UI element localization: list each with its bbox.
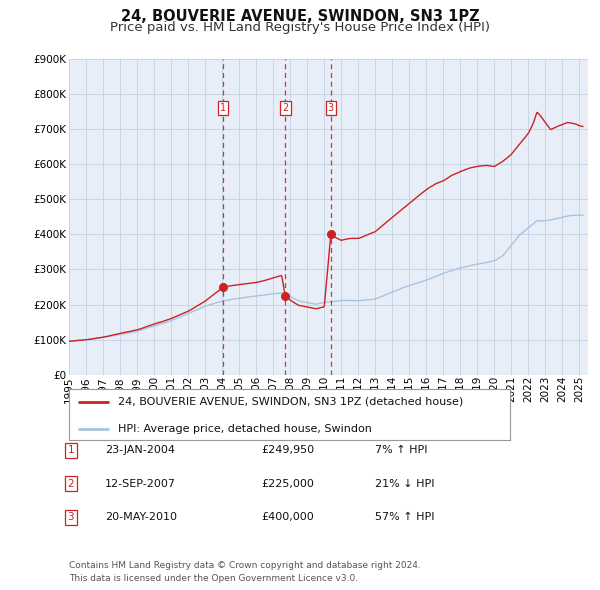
Text: 57% ↑ HPI: 57% ↑ HPI — [375, 513, 434, 522]
Text: 1: 1 — [220, 103, 226, 113]
Text: 3: 3 — [67, 513, 74, 522]
Text: 24, BOUVERIE AVENUE, SWINDON, SN3 1PZ (detached house): 24, BOUVERIE AVENUE, SWINDON, SN3 1PZ (d… — [118, 397, 463, 407]
Text: Contains HM Land Registry data © Crown copyright and database right 2024.
This d: Contains HM Land Registry data © Crown c… — [69, 562, 421, 583]
Text: 24, BOUVERIE AVENUE, SWINDON, SN3 1PZ: 24, BOUVERIE AVENUE, SWINDON, SN3 1PZ — [121, 9, 479, 24]
Text: 1: 1 — [67, 445, 74, 455]
Text: 12-SEP-2007: 12-SEP-2007 — [105, 479, 176, 489]
Text: 7% ↑ HPI: 7% ↑ HPI — [375, 445, 427, 455]
Text: HPI: Average price, detached house, Swindon: HPI: Average price, detached house, Swin… — [118, 424, 371, 434]
Text: 20-MAY-2010: 20-MAY-2010 — [105, 513, 177, 522]
Text: £225,000: £225,000 — [261, 479, 314, 489]
Text: 2: 2 — [282, 103, 289, 113]
Text: 2: 2 — [67, 479, 74, 489]
Text: 21% ↓ HPI: 21% ↓ HPI — [375, 479, 434, 489]
Text: 23-JAN-2004: 23-JAN-2004 — [105, 445, 175, 455]
Text: £400,000: £400,000 — [261, 513, 314, 522]
Text: £249,950: £249,950 — [261, 445, 314, 455]
Text: 3: 3 — [328, 103, 334, 113]
Text: Price paid vs. HM Land Registry's House Price Index (HPI): Price paid vs. HM Land Registry's House … — [110, 21, 490, 34]
